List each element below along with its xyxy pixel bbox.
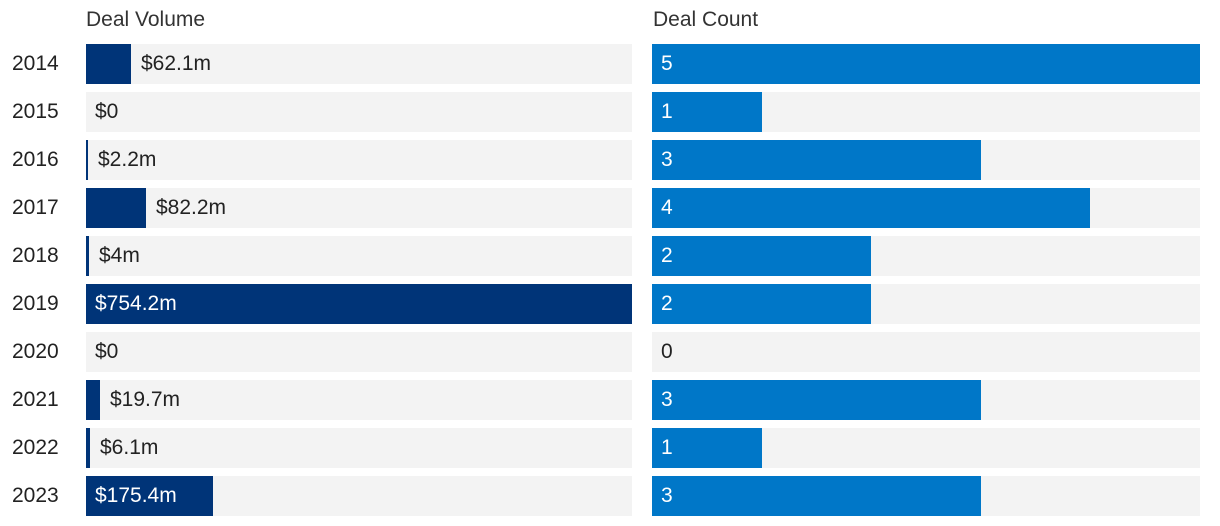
deal-volume-value-label: $62.1m <box>141 52 212 75</box>
deal-count-title: Deal Count <box>653 8 759 31</box>
bar-track: 0 <box>652 332 1200 372</box>
deal-volume-title: Deal Volume <box>86 8 206 31</box>
bar-track: $0 <box>86 332 632 372</box>
deal-volume-value-label: $2.2m <box>98 148 157 171</box>
bar-track: $19.7m <box>86 380 632 420</box>
year-label: 2019 <box>12 292 59 315</box>
deal-count-value-label: 1 <box>661 436 673 459</box>
year-label: 2021 <box>12 388 59 411</box>
bar-track: $82.2m <box>86 188 632 228</box>
bar-track: 2 <box>652 284 1200 324</box>
deal-volume-value-label: $0 <box>95 100 119 123</box>
deal-count-value-label: 4 <box>661 196 673 219</box>
bar-track: 1 <box>652 428 1200 468</box>
deal-count-bar <box>652 92 762 132</box>
bar-track: 2 <box>652 236 1200 276</box>
deal-volume-value-label: $754.2m <box>95 292 177 315</box>
bar-track: $0 <box>86 92 632 132</box>
deal-volume-bar <box>86 236 89 276</box>
bar-track: 3 <box>652 380 1200 420</box>
year-label: 2014 <box>12 52 59 75</box>
deal-volume-value-label: $175.4m <box>95 484 177 507</box>
bar-track: 1 <box>652 92 1200 132</box>
deal-volume-bar <box>86 44 131 84</box>
deal-volume-bar <box>86 284 632 324</box>
bar-track: 3 <box>652 140 1200 180</box>
deal-count-bar <box>652 188 1090 228</box>
deal-count-bar <box>652 140 981 180</box>
bar-track: 4 <box>652 188 1200 228</box>
deal-count-bar <box>652 476 981 516</box>
deal-volume-value-label: $82.2m <box>156 196 227 219</box>
year-label: 2018 <box>12 244 59 267</box>
deal-volume-value-label: $19.7m <box>110 388 181 411</box>
deal-volume-value-label: $6.1m <box>100 436 159 459</box>
year-label: 2015 <box>12 100 59 123</box>
deal-count-bar <box>652 380 981 420</box>
deal-count-value-label: 5 <box>661 52 673 75</box>
bar-track: $62.1m <box>86 44 632 84</box>
deal-count-value-label: 2 <box>661 244 673 267</box>
bar-track: 5 <box>652 44 1200 84</box>
deal-volume-bar <box>86 140 88 180</box>
deal-count-bar <box>652 44 1200 84</box>
bar-track: 3 <box>652 476 1200 516</box>
deal-count-value-label: 3 <box>661 148 673 171</box>
bar-track: $4m <box>86 236 632 276</box>
deal-volume-value-label: $0 <box>95 340 119 363</box>
deal-volume-bar <box>86 188 146 228</box>
deal-count-bar <box>652 284 871 324</box>
deal-count-value-label: 1 <box>661 100 673 123</box>
deal-volume-bar <box>86 476 213 516</box>
deal-volume-bar <box>86 380 100 420</box>
deal-volume-value-label: $4m <box>99 244 140 267</box>
year-label: 2022 <box>12 436 59 459</box>
year-label: 2023 <box>12 484 59 507</box>
deal-volume-bar <box>86 428 90 468</box>
bar-track: $754.2m <box>86 284 632 324</box>
deal-count-value-label: 3 <box>661 388 673 411</box>
deal-count-bar <box>652 428 762 468</box>
bar-track: $2.2m <box>86 140 632 180</box>
deal-count-bar <box>652 236 871 276</box>
year-label: 2016 <box>12 148 59 171</box>
year-label: 2020 <box>12 340 59 363</box>
bar-track: $175.4m <box>86 476 632 516</box>
deal-count-value-label: 3 <box>661 484 673 507</box>
deal-count-value-label: 2 <box>661 292 673 315</box>
bar-track: $6.1m <box>86 428 632 468</box>
deal-count-value-label: 0 <box>661 340 673 363</box>
year-label: 2017 <box>12 196 59 219</box>
